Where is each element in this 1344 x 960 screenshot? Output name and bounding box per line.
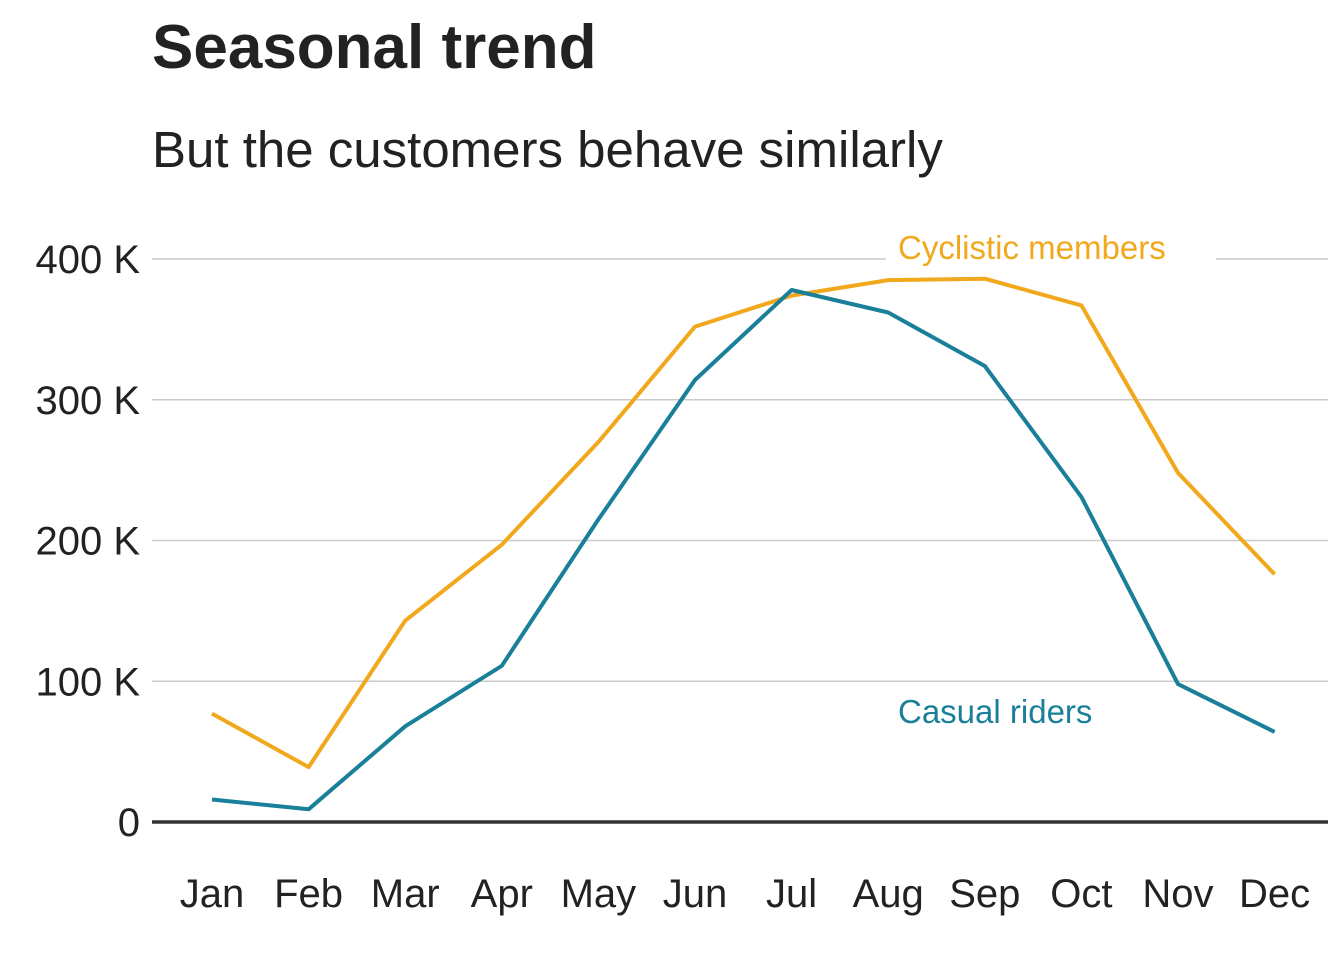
y-tick-label: 400 K [35,238,140,282]
x-tick-label: Jun [663,872,728,916]
series-lines [211,276,1277,812]
chart-title: Seasonal trend [152,13,596,82]
x-tick-label: Feb [274,872,343,916]
chart-subtitle: But the customers behave similarly [152,121,943,178]
label-background [886,227,1216,273]
y-tick-label: 100 K [35,660,140,704]
x-tick-label: Apr [471,872,533,916]
y-axis-tick-labels: 0 100 K 200 K 300 K 400 K [35,238,140,845]
x-tick-label: Nov [1142,872,1213,916]
y-tick-label: 300 K [35,379,140,423]
y-tick-label: 200 K [35,520,140,564]
series-label-casual-riders: Casual riders [898,693,1092,730]
series-line-cyclistic-members [211,276,1277,770]
x-tick-label: Sep [949,872,1020,916]
x-axis-tick-labels: Jan Feb Mar Apr May Jun Jul Aug Sep Oct Nov Dec [180,872,1310,916]
x-tick-label: Dec [1239,872,1310,916]
x-tick-label: May [561,872,637,916]
x-tick-label: Oct [1050,872,1112,916]
series-direct-labels: Casual riders Cyclistic members [886,227,1216,730]
x-tick-label: Jan [180,872,245,916]
y-gridlines [152,258,1328,682]
series-label-cyclistic-members: Cyclistic members [898,229,1166,266]
x-tick-label: Mar [371,872,440,916]
x-tick-label: Jul [766,872,817,916]
y-tick-label: 0 [118,801,140,845]
x-tick-label: Aug [853,872,924,916]
series-line-casual-riders [211,288,1276,812]
